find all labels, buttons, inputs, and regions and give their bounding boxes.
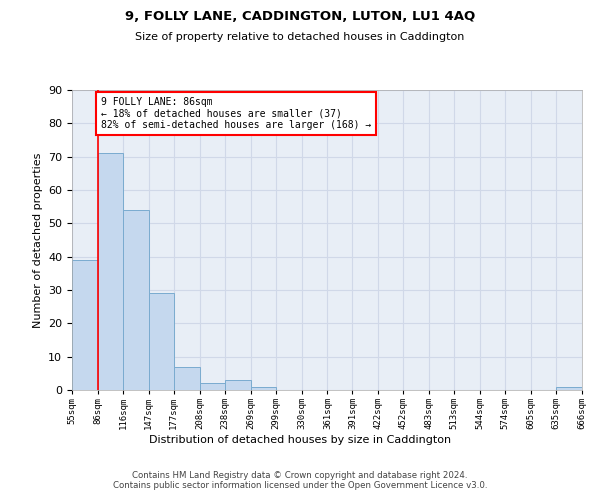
Bar [123,210,149,390]
Bar [72,260,98,390]
Y-axis label: Number of detached properties: Number of detached properties [32,152,43,328]
Bar [225,380,251,390]
Bar [251,386,275,390]
Bar [174,366,200,390]
Text: Distribution of detached houses by size in Caddington: Distribution of detached houses by size … [149,435,451,445]
Text: Size of property relative to detached houses in Caddington: Size of property relative to detached ho… [136,32,464,42]
Text: Contains HM Land Registry data © Crown copyright and database right 2024.
Contai: Contains HM Land Registry data © Crown c… [113,470,487,490]
Bar [98,154,123,390]
Bar [200,384,225,390]
Text: 9 FOLLY LANE: 86sqm
← 18% of detached houses are smaller (37)
82% of semi-detach: 9 FOLLY LANE: 86sqm ← 18% of detached ho… [101,96,371,130]
Text: 9, FOLLY LANE, CADDINGTON, LUTON, LU1 4AQ: 9, FOLLY LANE, CADDINGTON, LUTON, LU1 4A… [125,10,475,23]
Bar [149,294,174,390]
Bar [556,386,582,390]
